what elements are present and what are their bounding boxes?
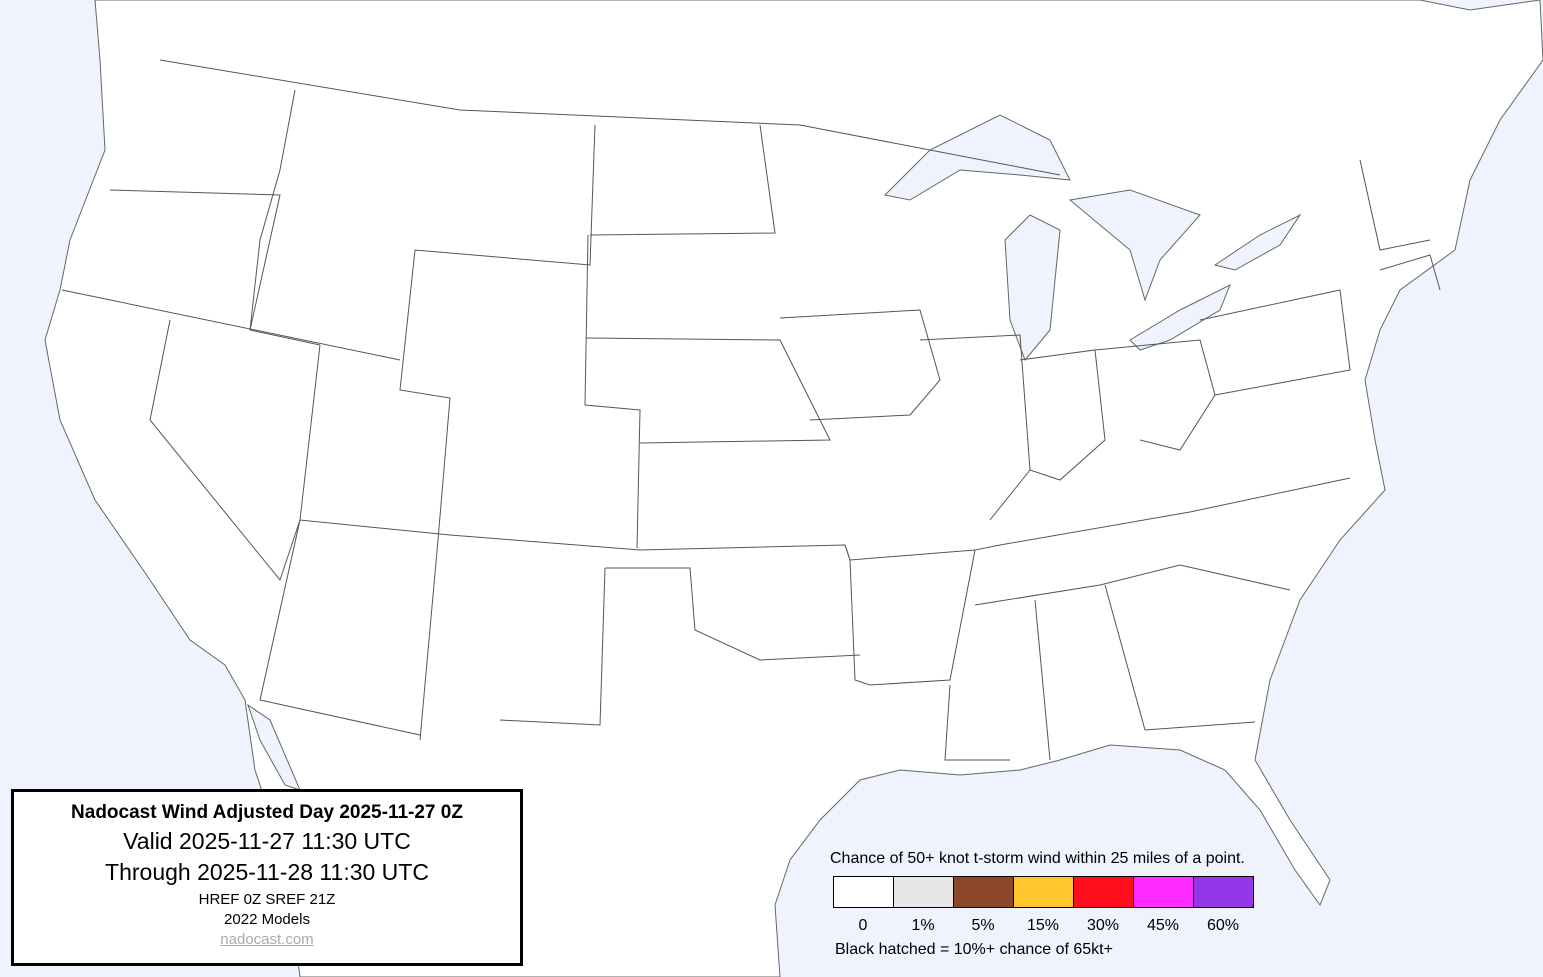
through-time: Through 2025-11-28 11:30 UTC (105, 859, 429, 885)
legend-swatch (1194, 877, 1253, 907)
legend-caption: Chance of 50+ knot t-storm wind within 2… (830, 850, 1245, 867)
legend-tick-label: 15% (1026, 917, 1060, 934)
legend-swatch (1134, 877, 1194, 907)
legend-swatch (894, 877, 954, 907)
map-title: Nadocast Wind Adjusted Day 2025-11-27 0Z (71, 802, 463, 823)
legend-swatch (954, 877, 1014, 907)
valid-time: Valid 2025-11-27 11:30 UTC (123, 828, 411, 854)
state-borders (61, 59, 1441, 761)
legend-tick-label: 5% (971, 917, 995, 934)
legend-tick-label: 60% (1206, 917, 1240, 934)
nadocast-link[interactable]: nadocast.com (220, 931, 314, 948)
legend-swatch (1074, 877, 1134, 907)
legend-tick-label: 0 (858, 917, 868, 934)
legend-ticks: 0 1% 5% 15% 30% 45% 60% (833, 917, 1253, 935)
legend-note: Black hatched = 10%+ chance of 65kt+ (835, 941, 1113, 958)
legend-tick-label: 45% (1146, 917, 1180, 934)
legend-color-bar (833, 876, 1254, 908)
legend: Chance of 50+ knot t-storm wind within 2… (830, 850, 1254, 959)
model-runs: HREF 0Z SREF 21Z (198, 891, 336, 908)
title-box: Nadocast Wind Adjusted Day 2025-11-27 0Z… (11, 789, 523, 966)
legend-tick-label: 30% (1086, 917, 1120, 934)
great-lakes (247, 114, 1302, 791)
legend-tick-label: 1% (911, 917, 935, 934)
legend-swatch (1014, 877, 1074, 907)
legend-swatch (834, 877, 894, 907)
model-version: 2022 Models (224, 911, 310, 928)
